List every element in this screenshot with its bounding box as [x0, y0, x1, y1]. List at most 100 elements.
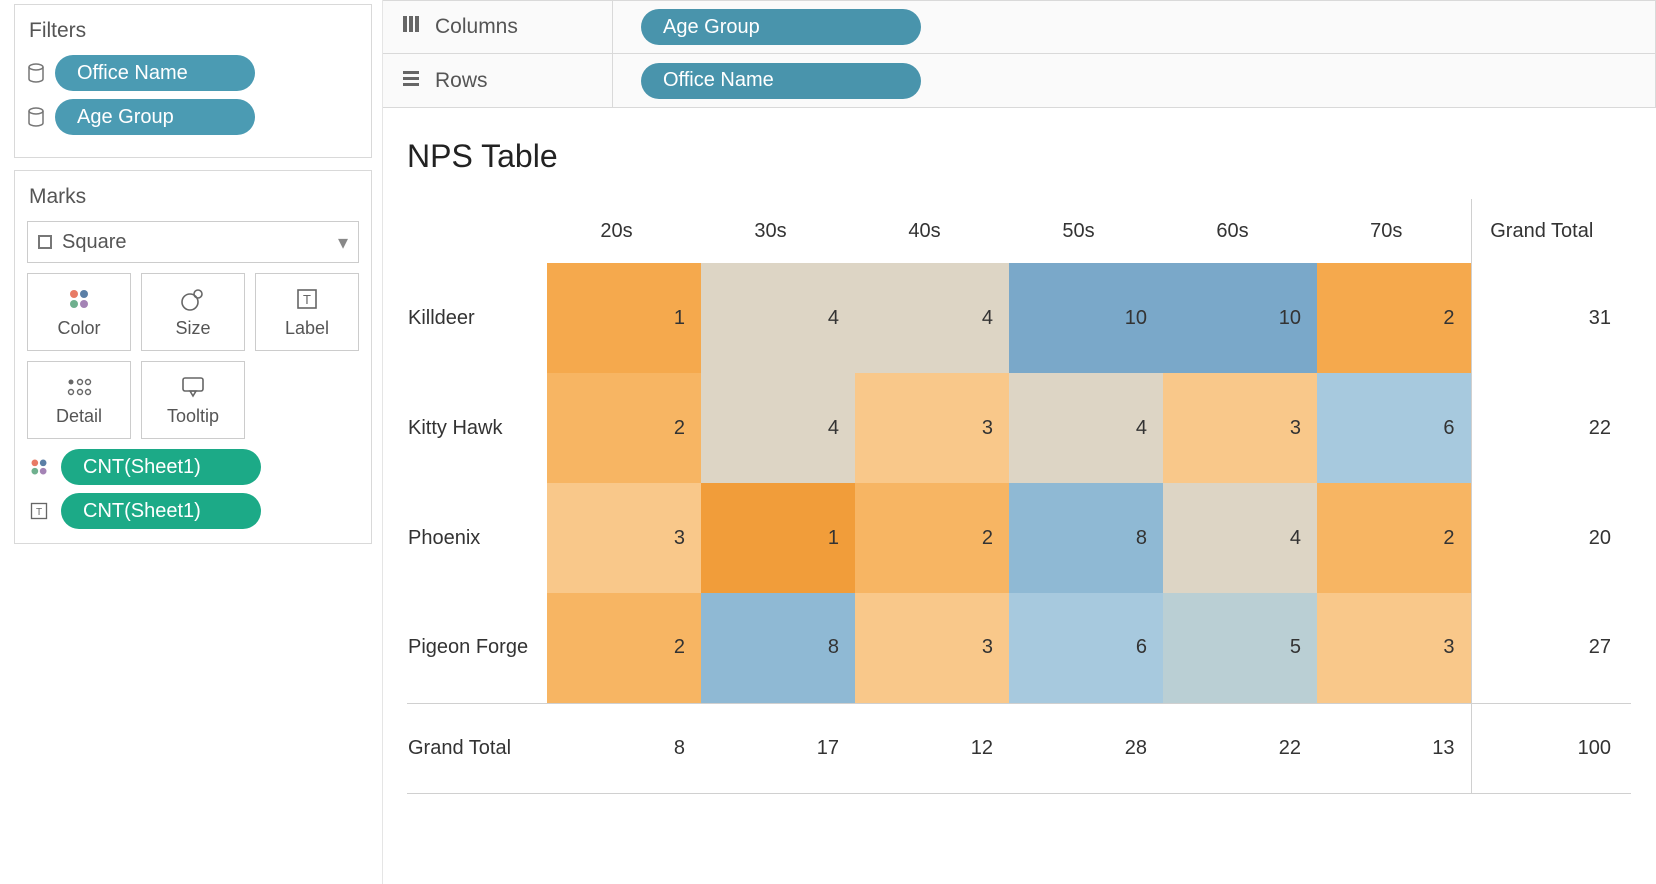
rows-icon	[401, 68, 421, 94]
columns-shelf[interactable]: Columns Age Group	[383, 0, 1656, 54]
marks-title: Marks	[29, 185, 359, 209]
tooltip-icon	[180, 374, 206, 400]
viz-area: NPS Table 20s30s40s50s60s70sGrand TotalK…	[383, 108, 1656, 884]
table-corner	[407, 199, 547, 263]
heatmap-cell[interactable]: 1	[547, 263, 701, 373]
heatmap-cell[interactable]: 4	[1163, 483, 1317, 593]
column-total: 17	[701, 703, 855, 793]
grand-total-row-header[interactable]: Grand Total	[407, 703, 547, 793]
column-header[interactable]: 30s	[701, 199, 855, 263]
column-header[interactable]: 70s	[1317, 199, 1471, 263]
heatmap-cell[interactable]: 2	[1317, 263, 1471, 373]
heatmap-cell[interactable]: 2	[1317, 483, 1471, 593]
square-icon	[38, 235, 52, 249]
table-row: Pigeon Forge28365327	[407, 593, 1631, 703]
color-button[interactable]: Color	[27, 273, 131, 351]
chevron-down-icon: ▾	[338, 230, 348, 255]
viz-title: NPS Table	[407, 138, 1632, 175]
filter-pill-age-group[interactable]: Age Group	[55, 99, 255, 135]
heatmap-cell[interactable]: 4	[701, 263, 855, 373]
columns-shelf-body[interactable]: Age Group	[613, 9, 1655, 45]
heatmap-cell[interactable]: 1	[701, 483, 855, 593]
heatmap-cell[interactable]: 2	[547, 593, 701, 703]
column-total: 13	[1317, 703, 1471, 793]
label-icon: T	[295, 286, 319, 312]
svg-text:T: T	[36, 507, 42, 518]
filter-pill-office-name[interactable]: Office Name	[55, 55, 255, 91]
rows-pill-office-name[interactable]: Office Name	[641, 63, 921, 99]
heatmap-cell[interactable]: 2	[547, 373, 701, 483]
tooltip-button[interactable]: Tooltip	[141, 361, 245, 439]
columns-label: Columns	[435, 15, 518, 39]
heatmap-cell[interactable]: 4	[701, 373, 855, 483]
row-total: 22	[1471, 373, 1631, 483]
heatmap-cell[interactable]: 3	[855, 373, 1009, 483]
table-row: Kitty Hawk24343622	[407, 373, 1631, 483]
size-icon	[180, 286, 206, 312]
mark-field-pill[interactable]: CNT(Sheet1)	[61, 493, 261, 529]
rows-shelf-header: Rows	[383, 54, 613, 107]
rows-shelf[interactable]: Rows Office Name	[383, 54, 1656, 108]
table-row: Killdeer1441010231	[407, 263, 1631, 373]
heatmap-cell[interactable]: 8	[701, 593, 855, 703]
heatmap-cell[interactable]: 10	[1163, 263, 1317, 373]
nps-table: 20s30s40s50s60s70sGrand TotalKilldeer144…	[407, 199, 1631, 794]
marks-type-select[interactable]: Square ▾	[27, 221, 359, 263]
column-total: 22	[1163, 703, 1317, 793]
mark-field-label: T CNT(Sheet1)	[27, 493, 359, 529]
marks-type-label: Square	[62, 231, 127, 254]
heatmap-cell[interactable]: 3	[1163, 373, 1317, 483]
column-header[interactable]: 50s	[1009, 199, 1163, 263]
mark-field-pill[interactable]: CNT(Sheet1)	[61, 449, 261, 485]
heatmap-cell[interactable]: 4	[1009, 373, 1163, 483]
filters-panel: Filters Office Name Age Group	[14, 4, 372, 158]
column-header[interactable]: 60s	[1163, 199, 1317, 263]
marks-buttons: Color Size T Label	[27, 273, 359, 439]
column-total: 8	[547, 703, 701, 793]
label-icon: T	[27, 501, 51, 521]
row-header[interactable]: Pigeon Forge	[407, 593, 547, 703]
heatmap-cell[interactable]: 6	[1317, 373, 1471, 483]
detail-button[interactable]: Detail	[27, 361, 131, 439]
heatmap-cell[interactable]: 3	[855, 593, 1009, 703]
detail-label: Detail	[56, 406, 102, 427]
svg-text:T: T	[303, 292, 311, 307]
heatmap-cell[interactable]: 5	[1163, 593, 1317, 703]
column-header[interactable]: 20s	[547, 199, 701, 263]
left-sidebar: Filters Office Name Age Group Marks Squa…	[0, 0, 382, 884]
rows-label: Rows	[435, 69, 488, 93]
heatmap-cell[interactable]: 6	[1009, 593, 1163, 703]
app-root: Filters Office Name Age Group Marks Squa…	[0, 0, 1656, 884]
table-row: Phoenix31284220	[407, 483, 1631, 593]
heatmap-cell[interactable]: 4	[855, 263, 1009, 373]
grand-total-cell: 100	[1471, 703, 1631, 793]
tooltip-label: Tooltip	[167, 406, 219, 427]
filter-row: Age Group	[27, 99, 359, 135]
heatmap-cell[interactable]: 8	[1009, 483, 1163, 593]
heatmap-cell[interactable]: 3	[547, 483, 701, 593]
size-button[interactable]: Size	[141, 273, 245, 351]
row-header[interactable]: Kitty Hawk	[407, 373, 547, 483]
columns-shelf-header: Columns	[383, 1, 613, 53]
database-icon	[27, 63, 45, 83]
row-header[interactable]: Killdeer	[407, 263, 547, 373]
color-dots-icon	[67, 286, 91, 312]
heatmap-cell[interactable]: 10	[1009, 263, 1163, 373]
column-header[interactable]: 40s	[855, 199, 1009, 263]
label-button[interactable]: T Label	[255, 273, 359, 351]
mark-field-color: CNT(Sheet1)	[27, 449, 359, 485]
row-total: 27	[1471, 593, 1631, 703]
column-total: 12	[855, 703, 1009, 793]
columns-pill-age-group[interactable]: Age Group	[641, 9, 921, 45]
detail-icon	[66, 374, 92, 400]
marks-panel: Marks Square ▾ Color Size	[14, 170, 372, 544]
color-label: Color	[57, 318, 100, 339]
filter-row: Office Name	[27, 55, 359, 91]
rows-shelf-body[interactable]: Office Name	[613, 63, 1655, 99]
size-label: Size	[175, 318, 210, 339]
heatmap-cell[interactable]: 2	[855, 483, 1009, 593]
grand-total-column-header[interactable]: Grand Total	[1471, 199, 1631, 263]
heatmap-cell[interactable]: 3	[1317, 593, 1471, 703]
row-header[interactable]: Phoenix	[407, 483, 547, 593]
color-dots-icon	[27, 457, 51, 477]
